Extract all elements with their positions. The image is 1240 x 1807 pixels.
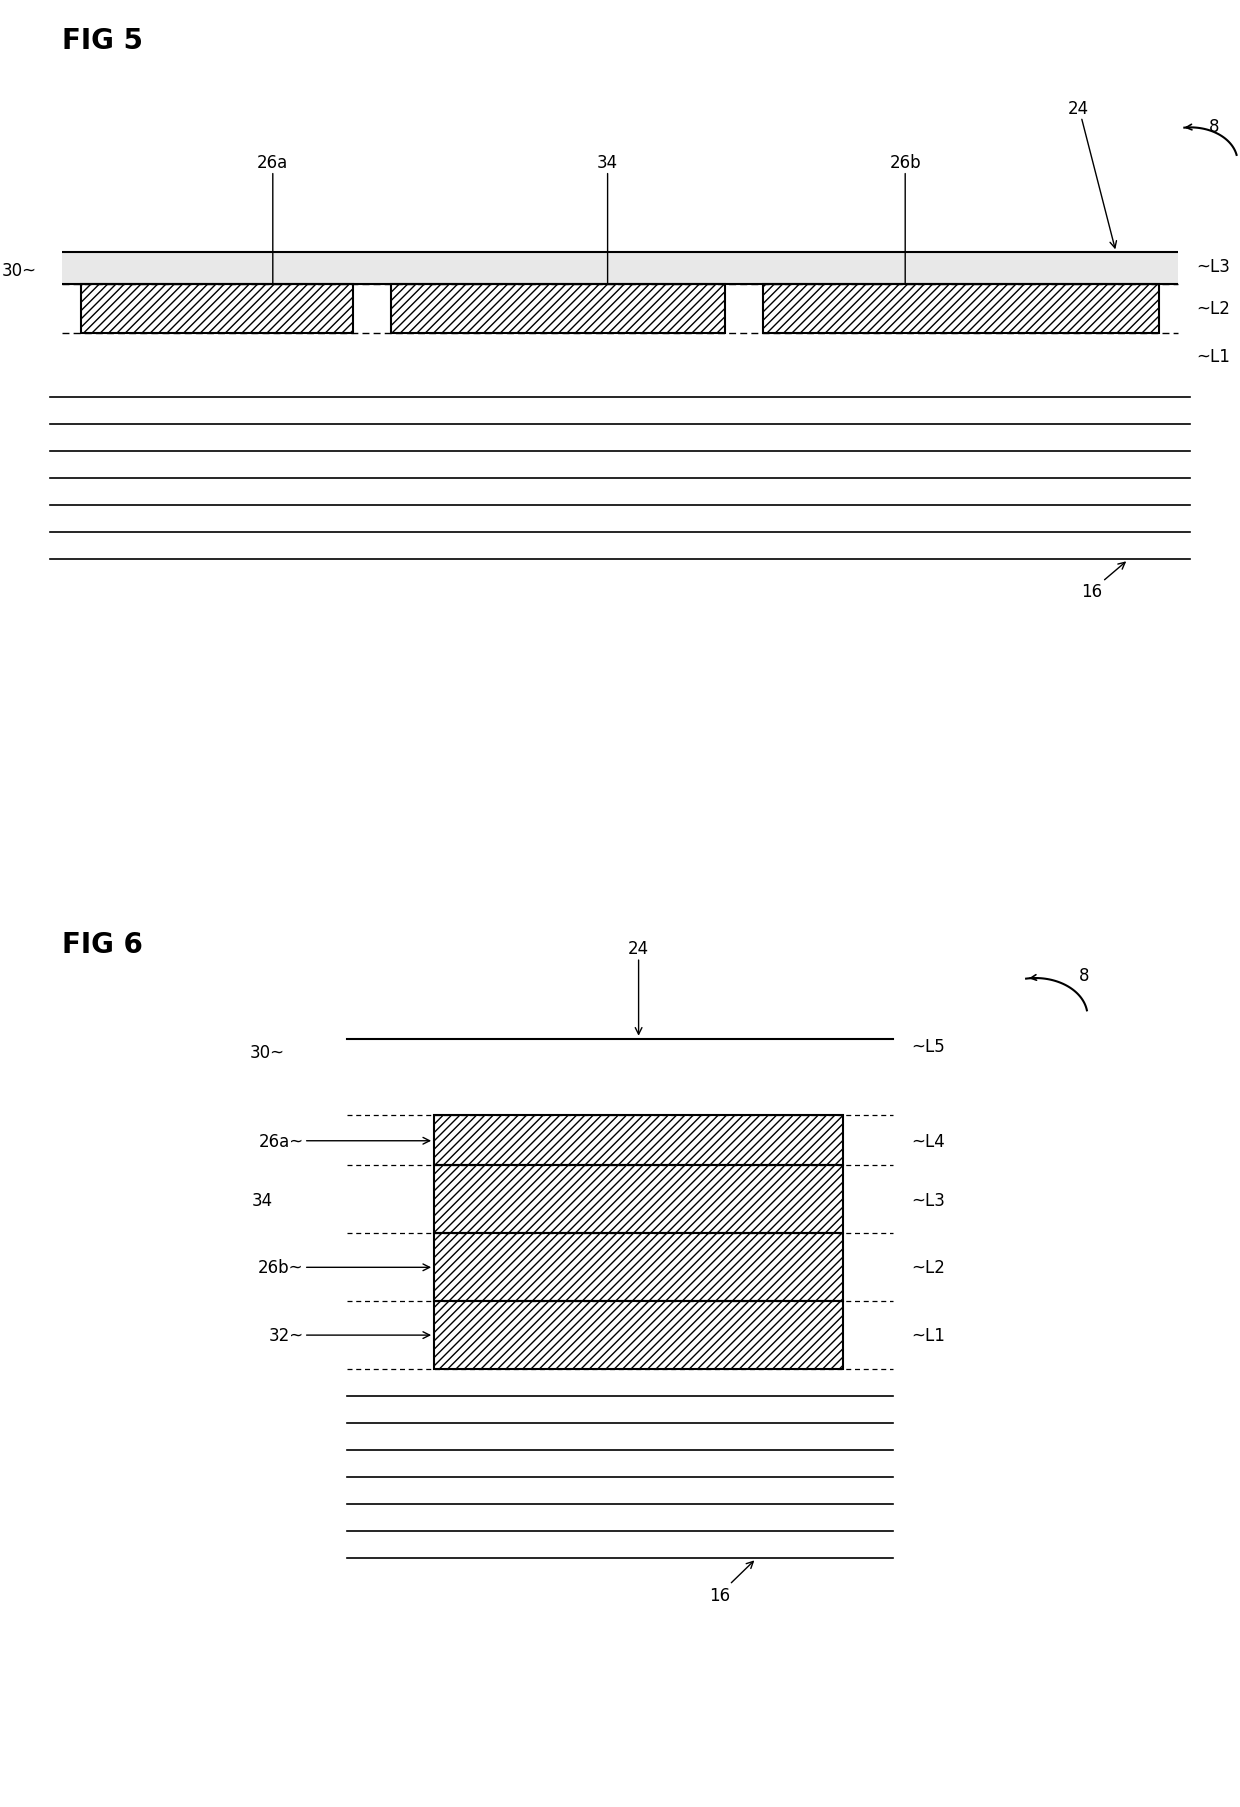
Text: ~L1: ~L1 <box>1197 349 1230 365</box>
Text: FIG 6: FIG 6 <box>62 931 143 958</box>
Text: 26a~: 26a~ <box>259 1133 430 1149</box>
Bar <box>434 1115 843 1166</box>
Text: 34: 34 <box>252 1191 273 1209</box>
Text: 30~: 30~ <box>2 262 37 280</box>
Text: 26b: 26b <box>889 154 921 284</box>
Text: 16: 16 <box>1080 564 1125 600</box>
Text: FIG 5: FIG 5 <box>62 27 143 54</box>
Text: 24: 24 <box>1068 99 1116 249</box>
Text: 26b~: 26b~ <box>258 1259 430 1276</box>
Text: 16: 16 <box>708 1561 753 1603</box>
Text: 8: 8 <box>1209 117 1219 136</box>
Text: 24: 24 <box>627 940 650 1035</box>
Text: 8: 8 <box>1079 967 1089 985</box>
Bar <box>62 253 1178 284</box>
Bar <box>434 1166 843 1232</box>
Text: 30~: 30~ <box>250 1044 285 1061</box>
Text: 32~: 32~ <box>269 1326 430 1344</box>
Text: ~L3: ~L3 <box>1197 258 1230 275</box>
Bar <box>434 1234 843 1301</box>
Text: ~L1: ~L1 <box>911 1326 945 1344</box>
Bar <box>434 1301 843 1370</box>
Text: 34: 34 <box>596 154 619 284</box>
Text: ~L3: ~L3 <box>911 1191 945 1209</box>
Text: ~L2: ~L2 <box>1197 300 1230 318</box>
Text: 26a: 26a <box>257 154 289 284</box>
Bar <box>763 284 1159 334</box>
Bar <box>81 284 353 334</box>
Text: ~L5: ~L5 <box>911 1037 945 1055</box>
Text: ~L4: ~L4 <box>911 1133 945 1149</box>
Text: ~L2: ~L2 <box>911 1259 945 1276</box>
Bar <box>391 284 725 334</box>
